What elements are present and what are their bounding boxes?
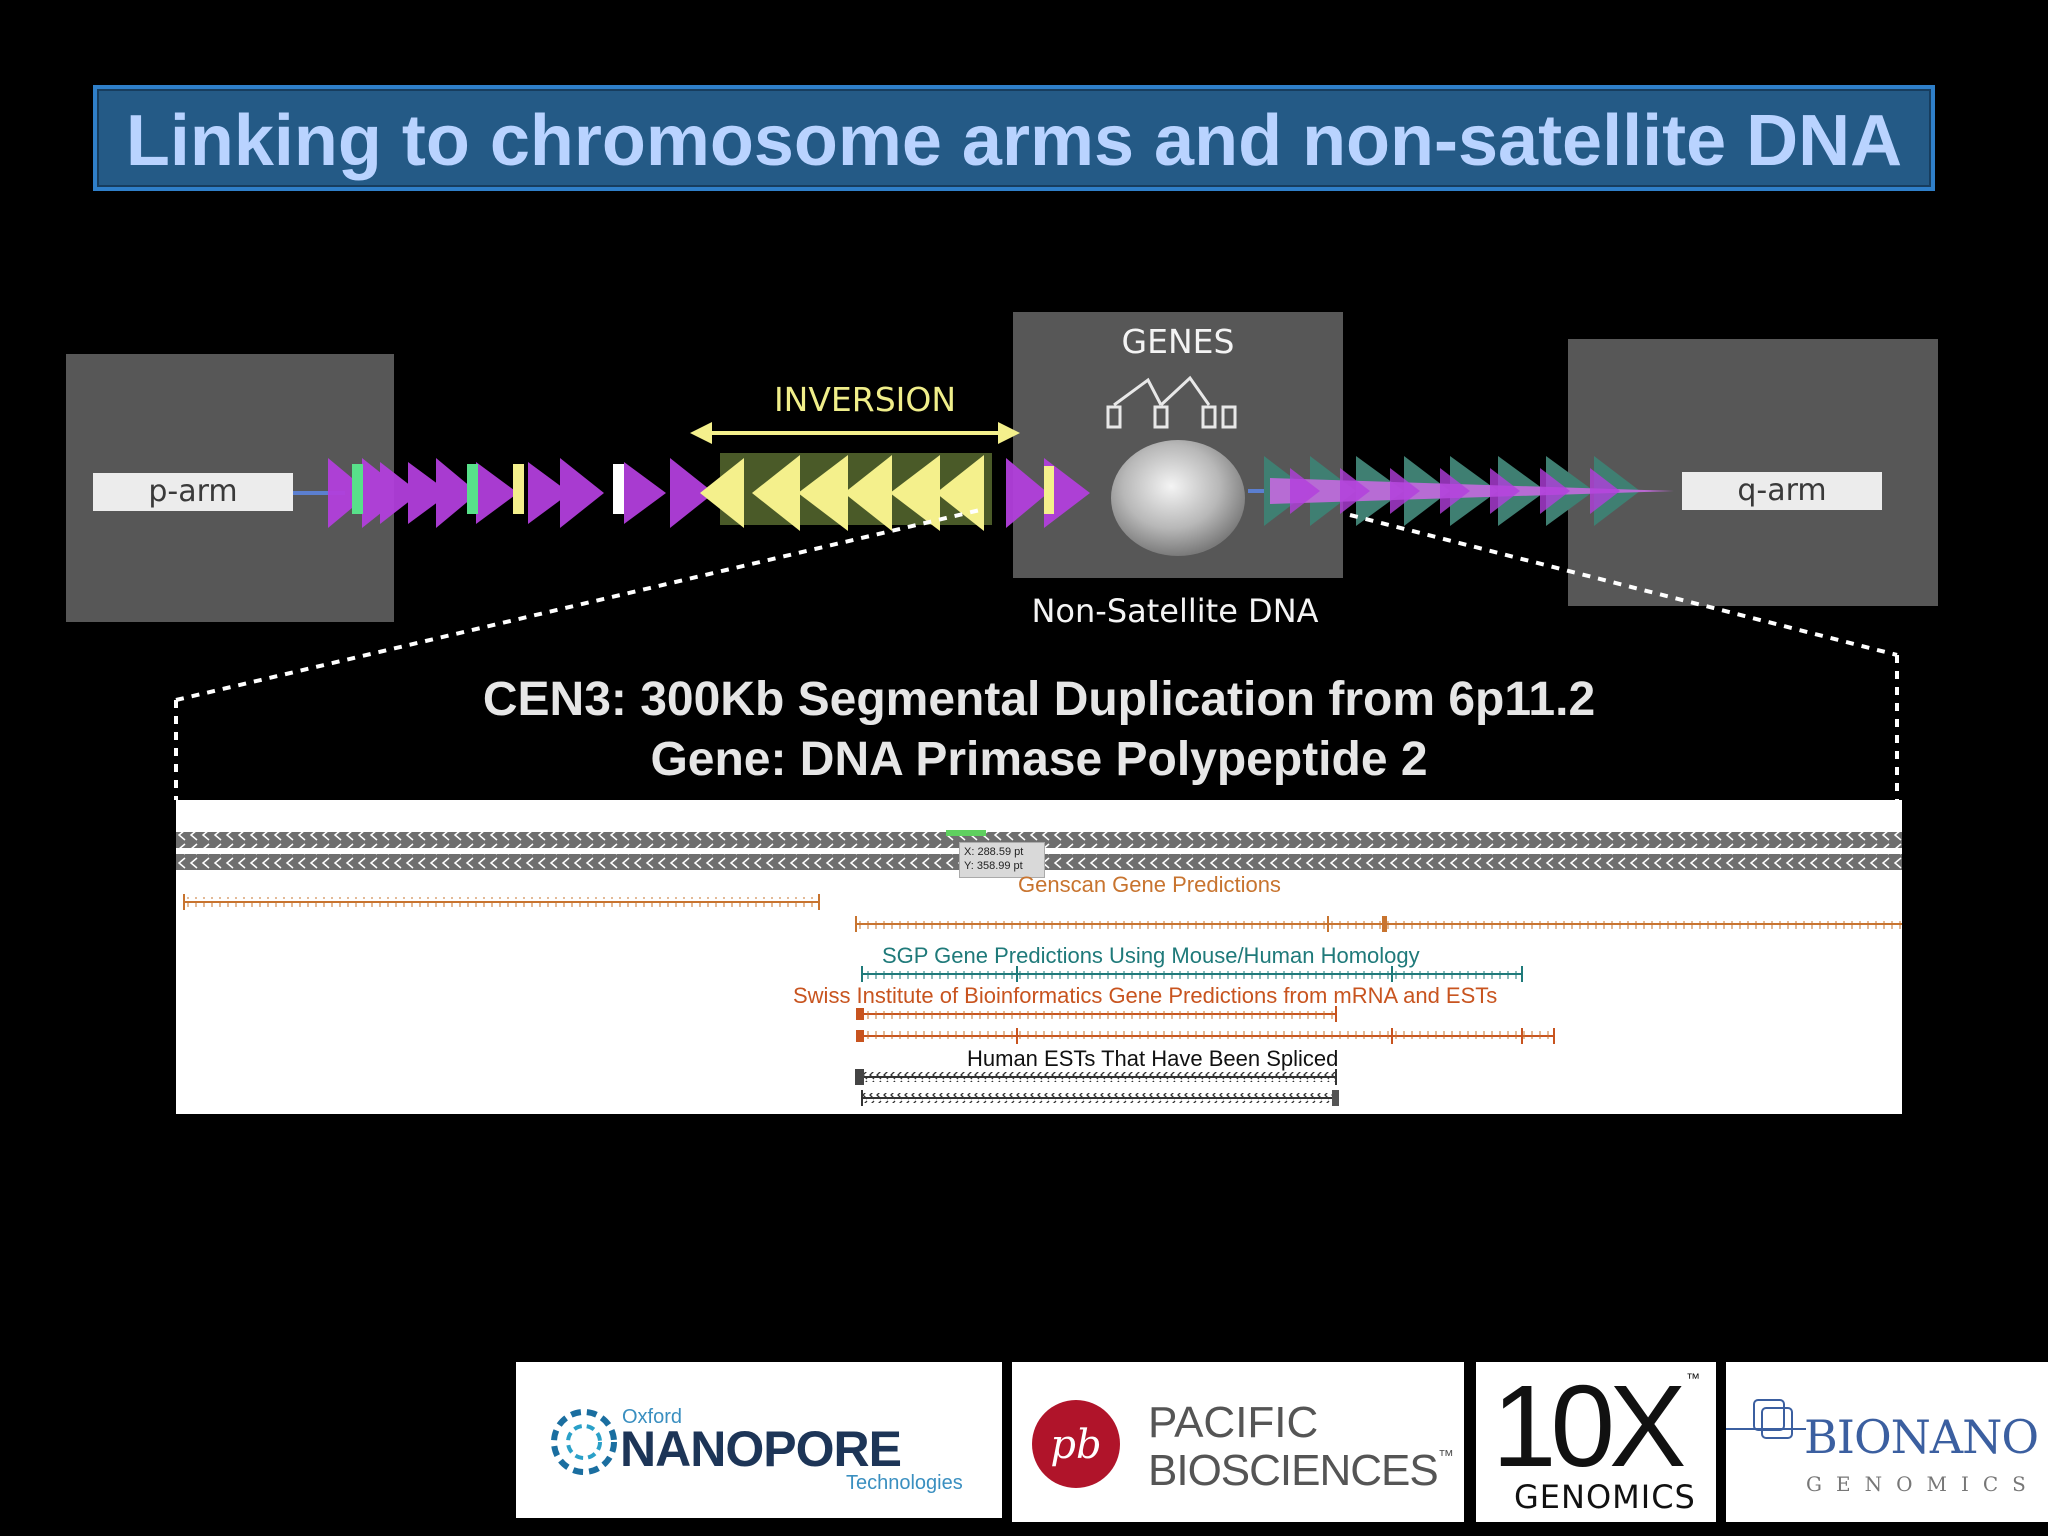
- bionano-sub-text: GENOMICS: [1806, 1472, 2040, 1496]
- pacbio-circle-icon: pb: [1032, 1400, 1120, 1488]
- track-sgp-label: SGP Gene Predictions Using Mouse/Human H…: [882, 943, 1420, 968]
- oxford-nanopore-logo: Oxford NANOPORE Technologies: [516, 1362, 1002, 1518]
- track-ests-label: Human ESTs That Have Been Spliced: [967, 1046, 1339, 1071]
- tooltip-x: X: 288.59 pt: [964, 846, 1024, 858]
- caption-line-2: Gene: DNA Primase Polypeptide 2: [650, 733, 1428, 786]
- tenx-main: 10X: [1492, 1366, 1686, 1486]
- svg-text:pb: pb: [1050, 1422, 1101, 1468]
- q-arm-label: q-arm: [1682, 472, 1882, 510]
- bionano-square-icon: [1726, 1399, 1806, 1439]
- browser-tracks: [176, 830, 1902, 1106]
- nanopore-oxford-text: Oxford: [622, 1406, 683, 1428]
- zoom-connector-lines: [174, 508, 1899, 800]
- bionano-main-text: BIONANO: [1804, 1410, 2039, 1464]
- track-swiss-label: Swiss Institute of Bioinformatics Gene P…: [793, 983, 1498, 1008]
- pacbio-line2: BIOSCIENCES: [1148, 1446, 1439, 1495]
- page-title: Linking to chromosome arms and non-satel…: [125, 101, 1903, 181]
- tenx-sub-text: GENOMICS: [1514, 1478, 1696, 1516]
- pacific-biosciences-logo: pb PACIFIC BIOSCIENCES ™: [1012, 1362, 1464, 1522]
- genome-browser-panel: X: 288.59 pt Y: 358.99 pt Genscan Gene P…: [176, 800, 1902, 1114]
- inversion-arrows: [700, 455, 984, 531]
- nanopore-main-text: NANOPORE: [620, 1421, 902, 1477]
- pacbio-line1: PACIFIC: [1148, 1398, 1319, 1447]
- non-satellite-label: Non-Satellite DNA: [1031, 592, 1319, 630]
- bionano-genomics-logo: BIONANO GENOMICS: [1726, 1362, 2048, 1522]
- genes-label: GENES: [1121, 322, 1235, 361]
- track-genscan-label: Genscan Gene Predictions: [1018, 872, 1281, 897]
- satellite-forward-arrows: [328, 458, 1090, 528]
- coordinate-tooltip: X: 288.59 pt Y: 358.99 pt: [959, 842, 1045, 878]
- nanopore-sub-text: Technologies: [846, 1472, 963, 1494]
- tooltip-y: Y: 358.99 pt: [964, 860, 1023, 872]
- inversion-label: INVERSION: [773, 380, 957, 419]
- caption-line-1: CEN3: 300Kb Segmental Duplication from 6…: [482, 673, 1596, 726]
- nanopore-swirl-icon: [551, 1409, 617, 1475]
- title-banner: Linking to chromosome arms and non-satel…: [93, 85, 1935, 191]
- right-satellite-arrows: [1264, 456, 1674, 526]
- gene-structure-glyph: [1106, 375, 1237, 429]
- tenx-main-text: 10X: [1492, 1362, 1686, 1491]
- tenx-trademark: ™: [1686, 1370, 1700, 1386]
- inversion-double-arrow: [690, 422, 1020, 444]
- pacbio-trademark: ™: [1438, 1448, 1454, 1465]
- p-arm-label: p-arm: [93, 473, 293, 511]
- 10x-genomics-logo: 10X ™ GENOMICS: [1476, 1362, 1716, 1522]
